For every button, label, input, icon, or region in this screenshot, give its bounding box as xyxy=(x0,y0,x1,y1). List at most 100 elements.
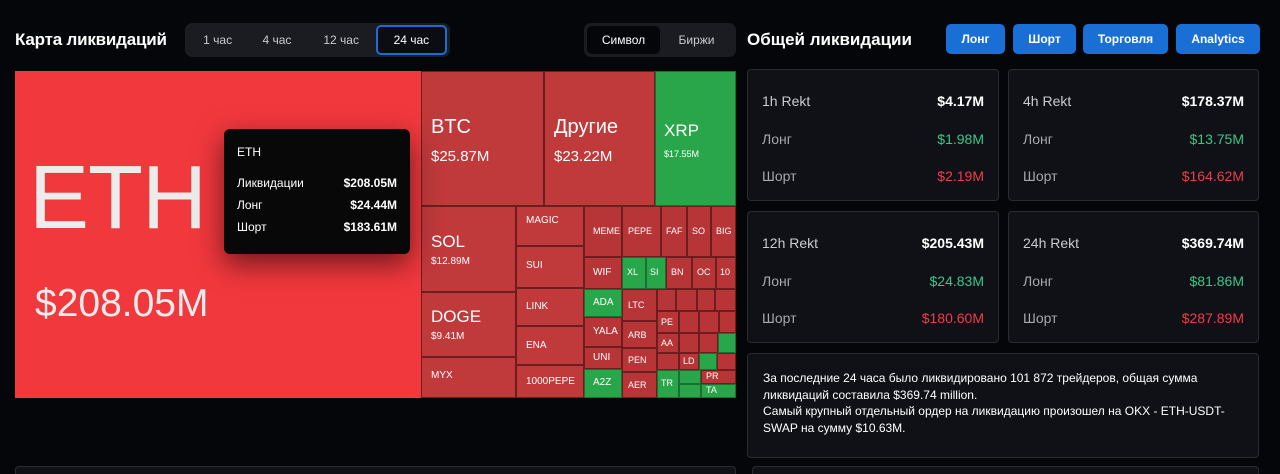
analytics-button[interactable]: Analytics xyxy=(1176,24,1260,54)
long-label: Лонг xyxy=(1023,131,1053,147)
treemap-tile-tr[interactable]: TR xyxy=(657,370,679,398)
tooltip-label: Лонг xyxy=(237,198,263,212)
tooltip-row-liquidations: Ликвидации $208.05M xyxy=(237,176,397,190)
trading-button[interactable]: Торговля xyxy=(1083,24,1168,54)
card-title: 12h Rekt xyxy=(762,235,819,251)
tile-symbol: XRP xyxy=(664,121,699,140)
treemap-tile-aer[interactable]: AER xyxy=(622,372,657,398)
treemap-tile-small[interactable] xyxy=(657,353,679,370)
card-header: 1h Rekt $4.17M xyxy=(762,93,984,109)
tile-symbol: AER xyxy=(628,380,647,390)
treemap-tile-sol[interactable]: SOL $12.89M xyxy=(421,206,516,292)
timeframe-tabs: 1 час 4 час 12 час 24 час xyxy=(185,23,450,57)
card-header: 4h Rekt $178.37M xyxy=(1023,93,1244,109)
tooltip-row-long: Лонг $24.44M xyxy=(237,198,397,212)
treemap-tile-btc[interactable]: BTC $25.87M xyxy=(421,71,544,206)
general-liquidation-title: Общей ликвидации xyxy=(747,30,912,49)
tile-symbol: BN xyxy=(671,267,684,277)
tile-value: $9.41M xyxy=(431,331,465,342)
tab-exchanges[interactable]: Биржи xyxy=(678,33,715,47)
treemap-tile-wif[interactable]: WIF xyxy=(584,257,622,289)
treemap-tile-si[interactable]: SI xyxy=(646,257,666,289)
treemap-tile-small[interactable] xyxy=(715,289,736,311)
treemap-tile-small[interactable] xyxy=(699,311,719,333)
long-label: Лонг xyxy=(762,131,792,147)
treemap-tile-ld[interactable]: LD xyxy=(679,353,699,370)
long-value: $1.98M xyxy=(937,131,984,147)
treemap-tile-magic[interactable]: MAGIC xyxy=(516,206,584,246)
treemap-tile-ta[interactable]: TA xyxy=(701,384,736,398)
tooltip-value: $183.61M xyxy=(343,220,397,234)
treemap-tile-small[interactable] xyxy=(679,384,701,398)
treemap-tile-small[interactable] xyxy=(718,333,736,353)
tile-symbol: LINK xyxy=(526,301,549,312)
treemap-tile-pe[interactable]: PE xyxy=(657,311,679,333)
long-label: Лонг xyxy=(762,273,792,289)
tile-symbol: ENA xyxy=(526,340,547,351)
treemap-tile-arb[interactable]: ARB xyxy=(622,321,657,348)
short-value: $2.19M xyxy=(937,168,984,184)
treemap-tile-doge[interactable]: DOGE $9.41M xyxy=(421,292,516,357)
tab-12h[interactable]: 12 час xyxy=(323,33,359,47)
treemap-tile-myx[interactable]: MYX xyxy=(421,357,516,398)
treemap-tile-xl[interactable]: XL xyxy=(622,257,646,289)
treemap-tile-other[interactable]: Другие $23.22M xyxy=(544,71,655,206)
treemap-tile-1000pepe[interactable]: 1000PEPE xyxy=(516,365,584,398)
treemap-tile-small[interactable] xyxy=(719,311,736,333)
treemap-tile-small[interactable] xyxy=(676,289,697,311)
card-total: $369.74M xyxy=(1181,235,1244,251)
treemap-tile-faf[interactable]: FAF xyxy=(661,206,687,257)
treemap-tile-ltc[interactable]: LTC xyxy=(622,289,657,321)
card-short-row: Шорт $164.62M xyxy=(1023,168,1244,184)
rekt-card-1h: 1h Rekt $4.17M Лонг $1.98M Шорт $2.19M xyxy=(747,69,999,201)
treemap-tile-pen[interactable]: PEN xyxy=(622,348,657,372)
treemap-tile-a2z[interactable]: A2Z xyxy=(584,369,622,398)
tooltip-row-short: Шорт $183.61M xyxy=(237,220,397,234)
treemap-tile-bn[interactable]: BN xyxy=(666,257,692,289)
short-label: Шорт xyxy=(762,310,797,326)
short-button[interactable]: Шорт xyxy=(1013,24,1076,54)
card-short-row: Шорт $287.89M xyxy=(1023,310,1244,326)
treemap-tile-pr[interactable]: PR xyxy=(701,370,736,384)
tile-symbol: WIF xyxy=(593,267,612,278)
treemap-tile-small[interactable] xyxy=(679,311,699,333)
tile-symbol: ARB xyxy=(628,330,647,340)
treemap-tile-small[interactable] xyxy=(679,370,701,384)
treemap-tile-uni[interactable]: UNI xyxy=(584,347,622,369)
treemap-tile-small[interactable] xyxy=(657,289,676,311)
treemap-tile-small[interactable] xyxy=(697,289,715,311)
card-total: $205.43M xyxy=(921,235,984,251)
treemap-tile-so[interactable]: SO xyxy=(687,206,711,257)
treemap-tile-sui[interactable]: SUI xyxy=(516,246,584,288)
treemap-tile-ada[interactable]: ADA xyxy=(584,289,622,317)
tile-symbol: 10 xyxy=(720,267,731,277)
treemap-tile-small[interactable] xyxy=(679,333,699,353)
tab-symbol[interactable]: Символ xyxy=(587,26,660,54)
tile-symbol: BTC xyxy=(431,116,471,138)
treemap-tile-ena[interactable]: ENA xyxy=(516,326,584,365)
tab-4h[interactable]: 4 час xyxy=(262,33,292,47)
treemap-tile-xrp[interactable]: XRP $17.55M xyxy=(655,71,736,206)
treemap-tile-big[interactable]: BIG xyxy=(711,206,736,257)
tile-symbol: YALA xyxy=(593,326,618,337)
treemap-tile-small[interactable] xyxy=(717,353,736,370)
tile-symbol: PR xyxy=(706,371,719,381)
treemap-tile-aa[interactable]: AA xyxy=(657,333,679,353)
treemap-tile-yala[interactable]: YALA xyxy=(584,317,622,347)
tab-24h[interactable]: 24 час xyxy=(375,25,447,55)
tile-symbol: TA xyxy=(706,385,717,395)
tile-symbol: DOGE xyxy=(431,307,482,326)
tile-symbol: LD xyxy=(683,356,695,366)
treemap-tile-10[interactable]: 10 xyxy=(716,257,736,289)
long-value: $81.86M xyxy=(1189,273,1244,289)
treemap-tile-meme[interactable]: MEME xyxy=(584,206,622,257)
treemap-tile-oc[interactable]: OC xyxy=(692,257,716,289)
card-title: 24h Rekt xyxy=(1023,235,1080,251)
tab-1h[interactable]: 1 час xyxy=(203,33,233,47)
tile-value: $23.22M xyxy=(554,148,613,165)
treemap-tile-small[interactable] xyxy=(699,353,717,370)
treemap-tile-small[interactable] xyxy=(699,333,718,353)
treemap-tile-pepe[interactable]: PEPE xyxy=(622,206,661,257)
long-button[interactable]: Лонг xyxy=(946,24,1005,54)
treemap-tile-link[interactable]: LINK xyxy=(516,288,584,326)
